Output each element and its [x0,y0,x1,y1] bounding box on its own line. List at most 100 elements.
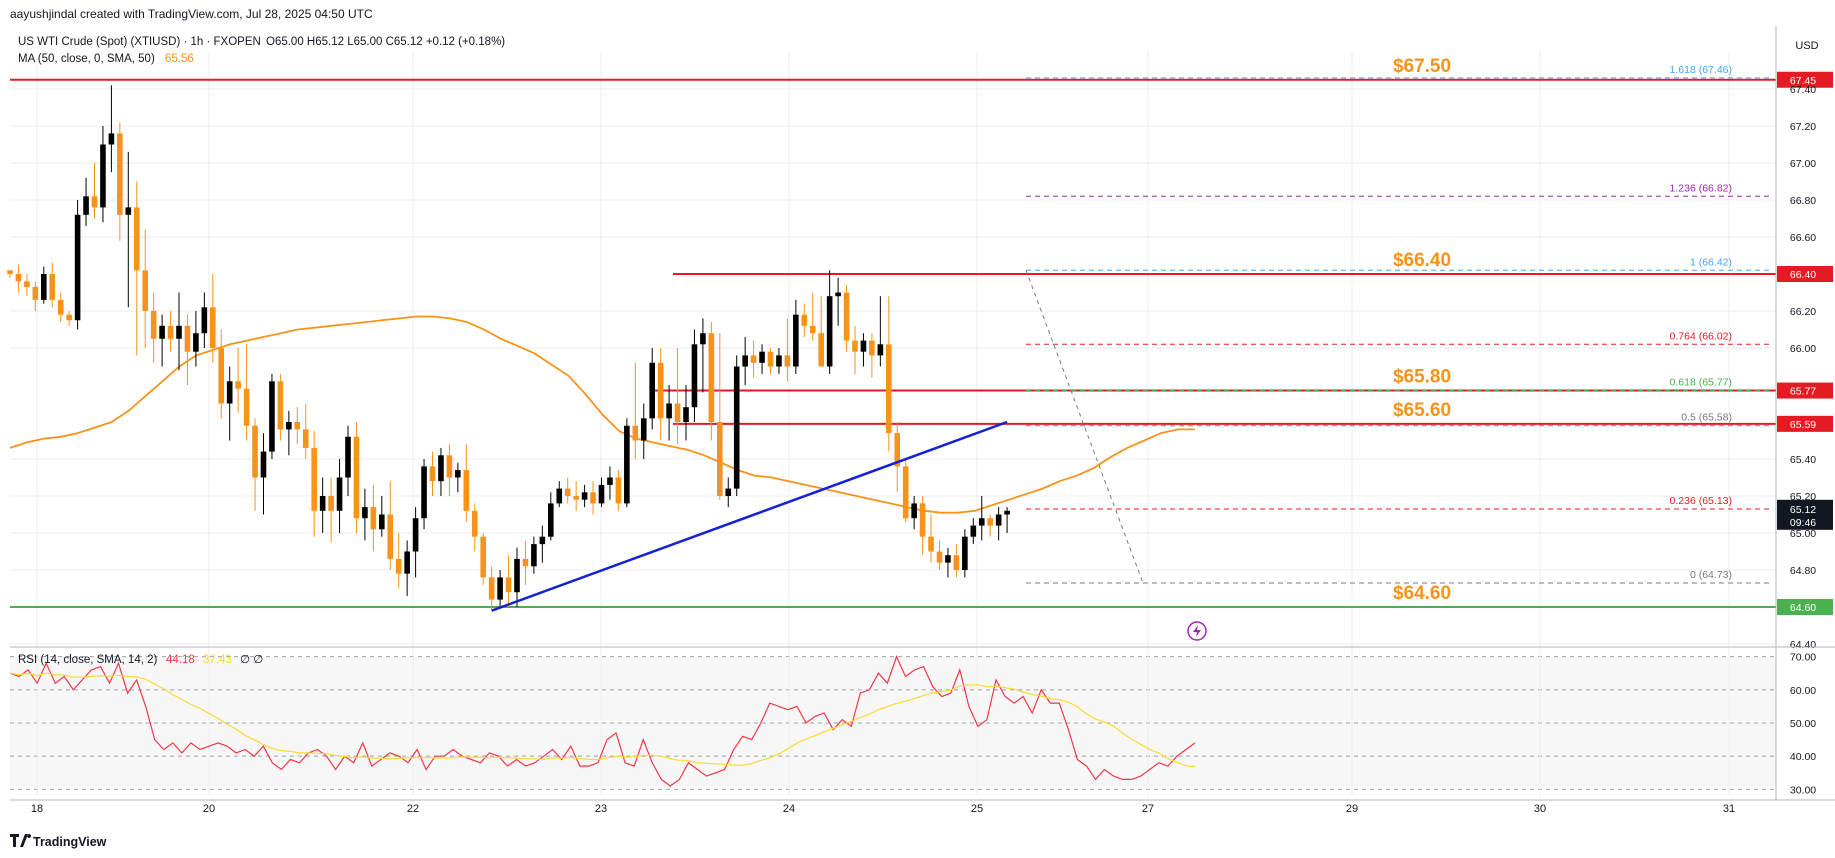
candle[interactable] [531,536,537,574]
candle[interactable] [742,336,748,385]
candle[interactable] [471,503,478,552]
tradingview-logo[interactable]: TradingView [10,834,107,849]
candle[interactable] [24,274,30,297]
rsi-legend[interactable]: RSI (14, close, SMA, 14, 2) [18,654,158,666]
candle[interactable] [269,373,275,459]
candle[interactable] [801,303,808,337]
candle[interactable] [66,311,72,326]
candle[interactable] [218,329,225,419]
candle[interactable] [784,318,791,382]
candle[interactable] [835,277,841,326]
candle[interactable] [776,348,782,374]
candle[interactable] [970,518,977,545]
candle[interactable] [548,492,554,541]
candle[interactable] [455,462,461,493]
candle[interactable] [74,200,81,330]
lightning-alert-icon[interactable] [1187,621,1207,641]
candle[interactable] [632,362,639,459]
symbol-legend[interactable]: US WTI Crude (Spot) (XTIUSD) · 1h · FXOP… [18,36,261,48]
candle[interactable] [902,459,909,522]
candle[interactable] [860,333,867,367]
candle[interactable] [725,477,732,508]
candle[interactable] [193,311,199,367]
candle[interactable] [370,484,377,552]
candle[interactable] [894,422,901,493]
candle[interactable] [294,407,301,445]
candle[interactable] [717,333,723,500]
candle[interactable] [302,403,309,460]
candle[interactable] [260,433,267,515]
candle[interactable] [412,507,419,578]
candle[interactable] [640,403,647,460]
candle[interactable] [328,477,334,543]
candle[interactable] [514,547,520,607]
candle[interactable] [100,126,106,223]
candle[interactable] [446,444,453,496]
candle[interactable] [598,477,605,508]
candle[interactable] [133,181,140,356]
candle[interactable] [767,348,774,374]
candle[interactable] [345,425,351,496]
candle[interactable] [733,355,740,496]
candle[interactable] [928,514,934,563]
candle[interactable] [919,496,926,556]
ma-legend[interactable]: MA (50, close, 0, SMA, 50) [18,53,155,65]
candle[interactable] [590,481,596,515]
candle[interactable] [759,344,765,374]
candle[interactable] [826,270,833,374]
candle[interactable] [235,348,241,413]
candle[interactable] [7,270,13,278]
candle[interactable] [117,122,123,241]
candle[interactable] [539,525,546,563]
candle[interactable] [226,366,233,441]
candle[interactable] [49,262,56,308]
candle[interactable] [176,292,182,371]
candle[interactable] [91,163,98,219]
candle[interactable] [379,496,385,537]
candle[interactable] [387,481,394,570]
currency-label[interactable]: USD [1795,40,1818,52]
candle[interactable] [32,281,39,311]
candle[interactable] [852,325,858,374]
candle[interactable] [497,570,503,607]
candle[interactable] [945,547,951,578]
candle[interactable] [243,344,250,441]
candle[interactable] [404,540,410,596]
candle[interactable] [615,470,622,511]
candle[interactable] [843,285,850,352]
candle[interactable] [564,477,571,504]
candle[interactable] [125,151,132,308]
candle[interactable] [666,385,672,441]
candle[interactable] [463,444,470,522]
candle[interactable] [573,481,579,511]
candle[interactable] [429,451,436,496]
candle[interactable] [793,299,799,374]
candle[interactable] [83,177,89,226]
bullish-trendline[interactable] [491,420,1008,612]
candle[interactable] [286,410,292,456]
candle[interactable] [41,266,47,304]
candle[interactable] [556,481,563,508]
candle[interactable] [336,459,343,533]
candle[interactable] [201,292,208,349]
candle[interactable] [987,514,993,537]
candle[interactable] [877,296,884,367]
candle[interactable] [657,348,664,441]
candle[interactable] [607,466,613,500]
candle[interactable] [750,340,757,378]
candle[interactable] [142,229,148,348]
candle[interactable] [277,373,284,441]
candle[interactable] [936,540,943,570]
candle[interactable] [953,544,960,578]
candle[interactable] [252,418,258,511]
candle[interactable] [700,318,706,393]
candle[interactable] [108,85,115,173]
candle[interactable] [421,459,427,530]
candle[interactable] [311,431,317,537]
candle[interactable] [438,447,444,496]
candle[interactable] [353,422,360,533]
candle[interactable] [522,540,529,585]
candle[interactable] [150,292,157,363]
candle[interactable] [319,477,326,534]
